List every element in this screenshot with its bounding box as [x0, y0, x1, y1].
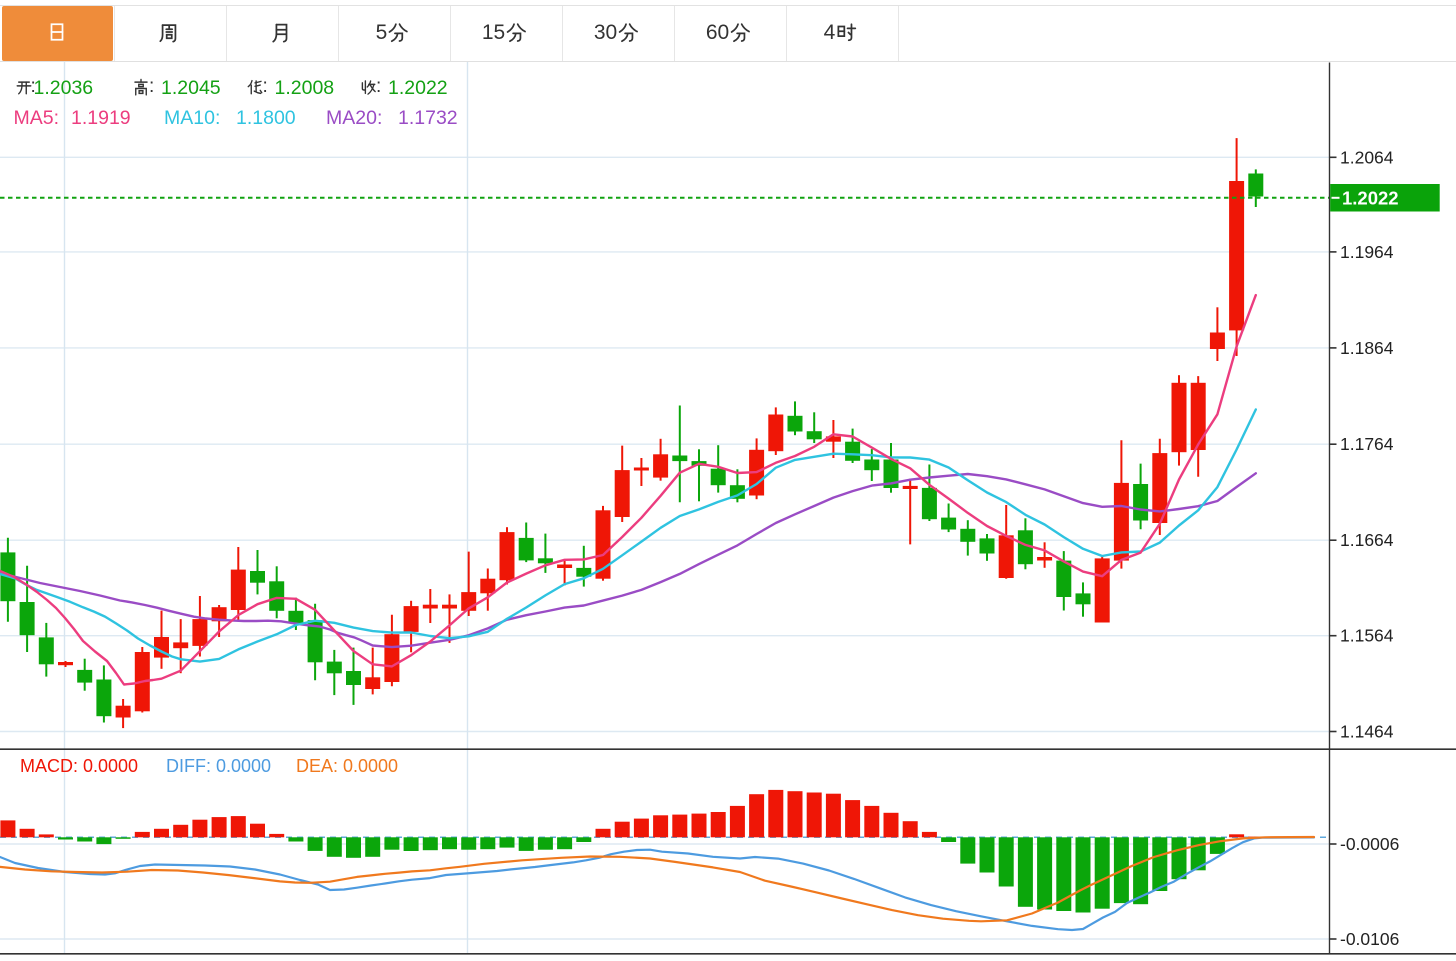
svg-text:-0.0106: -0.0106 — [1340, 929, 1399, 949]
svg-text:1.2022: 1.2022 — [1342, 188, 1399, 209]
svg-text:1.1864: 1.1864 — [1340, 338, 1394, 358]
svg-text:1.1964: 1.1964 — [1340, 242, 1394, 262]
svg-text:-0.0006: -0.0006 — [1340, 834, 1399, 854]
svg-text:1.2064: 1.2064 — [1340, 147, 1394, 167]
svg-text:1.1664: 1.1664 — [1340, 530, 1394, 550]
svg-text:1.1464: 1.1464 — [1340, 722, 1394, 742]
svg-text:1.1764: 1.1764 — [1340, 434, 1394, 454]
svg-text:1.1564: 1.1564 — [1340, 626, 1394, 646]
